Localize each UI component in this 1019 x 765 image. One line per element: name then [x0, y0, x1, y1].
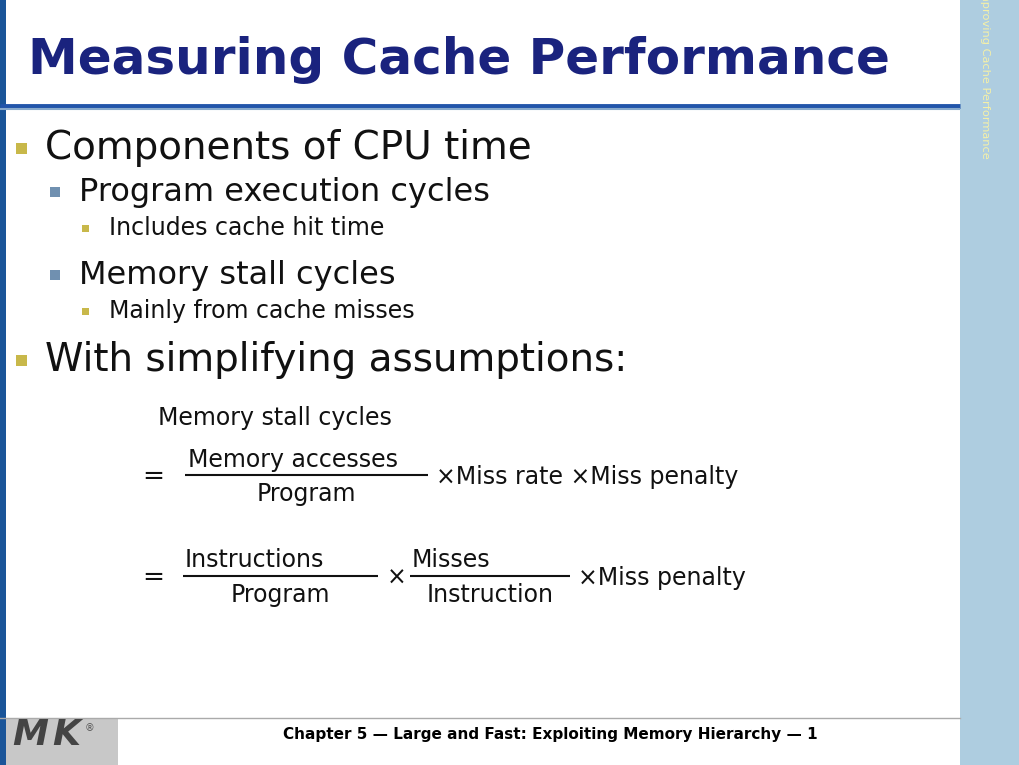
Text: Program execution cycles: Program execution cycles	[78, 177, 489, 207]
Text: =: =	[142, 464, 164, 490]
Text: ×: ×	[386, 565, 407, 590]
Text: Chapter 5 — Large and Fast: Exploiting Memory Hierarchy — 1: Chapter 5 — Large and Fast: Exploiting M…	[282, 728, 816, 743]
Text: Includes cache hit time: Includes cache hit time	[109, 216, 384, 240]
Text: With simplifying assumptions:: With simplifying assumptions:	[45, 341, 627, 379]
Text: Program: Program	[257, 482, 356, 506]
Bar	[50, 187, 60, 197]
Text: Mainly from cache misses: Mainly from cache misses	[109, 299, 414, 323]
Text: M: M	[12, 718, 48, 752]
Bar	[16, 354, 26, 366]
Text: Misses: Misses	[412, 548, 490, 572]
Text: Memory accesses: Memory accesses	[187, 448, 397, 472]
Bar	[82, 308, 89, 314]
Text: Measuring Cache Performance: Measuring Cache Performance	[28, 36, 889, 84]
Text: Instructions: Instructions	[184, 548, 324, 572]
Bar	[6, 110, 959, 765]
Text: ×Miss rate ×Miss penalty: ×Miss rate ×Miss penalty	[435, 465, 738, 489]
Text: §5.3 Measuring and Improving Cache Performance: §5.3 Measuring and Improving Cache Perfo…	[979, 0, 989, 159]
Text: Components of CPU time: Components of CPU time	[45, 129, 531, 167]
Text: Instruction: Instruction	[426, 583, 553, 607]
Text: K: K	[52, 718, 79, 752]
Bar	[0, 0, 959, 106]
Bar	[959, 0, 1019, 765]
Text: ×Miss penalty: ×Miss penalty	[578, 565, 745, 590]
Bar	[82, 224, 89, 232]
Text: Program: Program	[230, 583, 330, 607]
Text: Memory stall cycles: Memory stall cycles	[78, 259, 395, 291]
Text: =: =	[142, 565, 164, 591]
Bar	[0, 718, 118, 765]
Bar	[16, 142, 26, 154]
Text: Memory stall cycles: Memory stall cycles	[158, 406, 391, 430]
Bar	[0, 0, 6, 765]
Text: ®: ®	[85, 723, 95, 733]
Bar	[50, 270, 60, 280]
